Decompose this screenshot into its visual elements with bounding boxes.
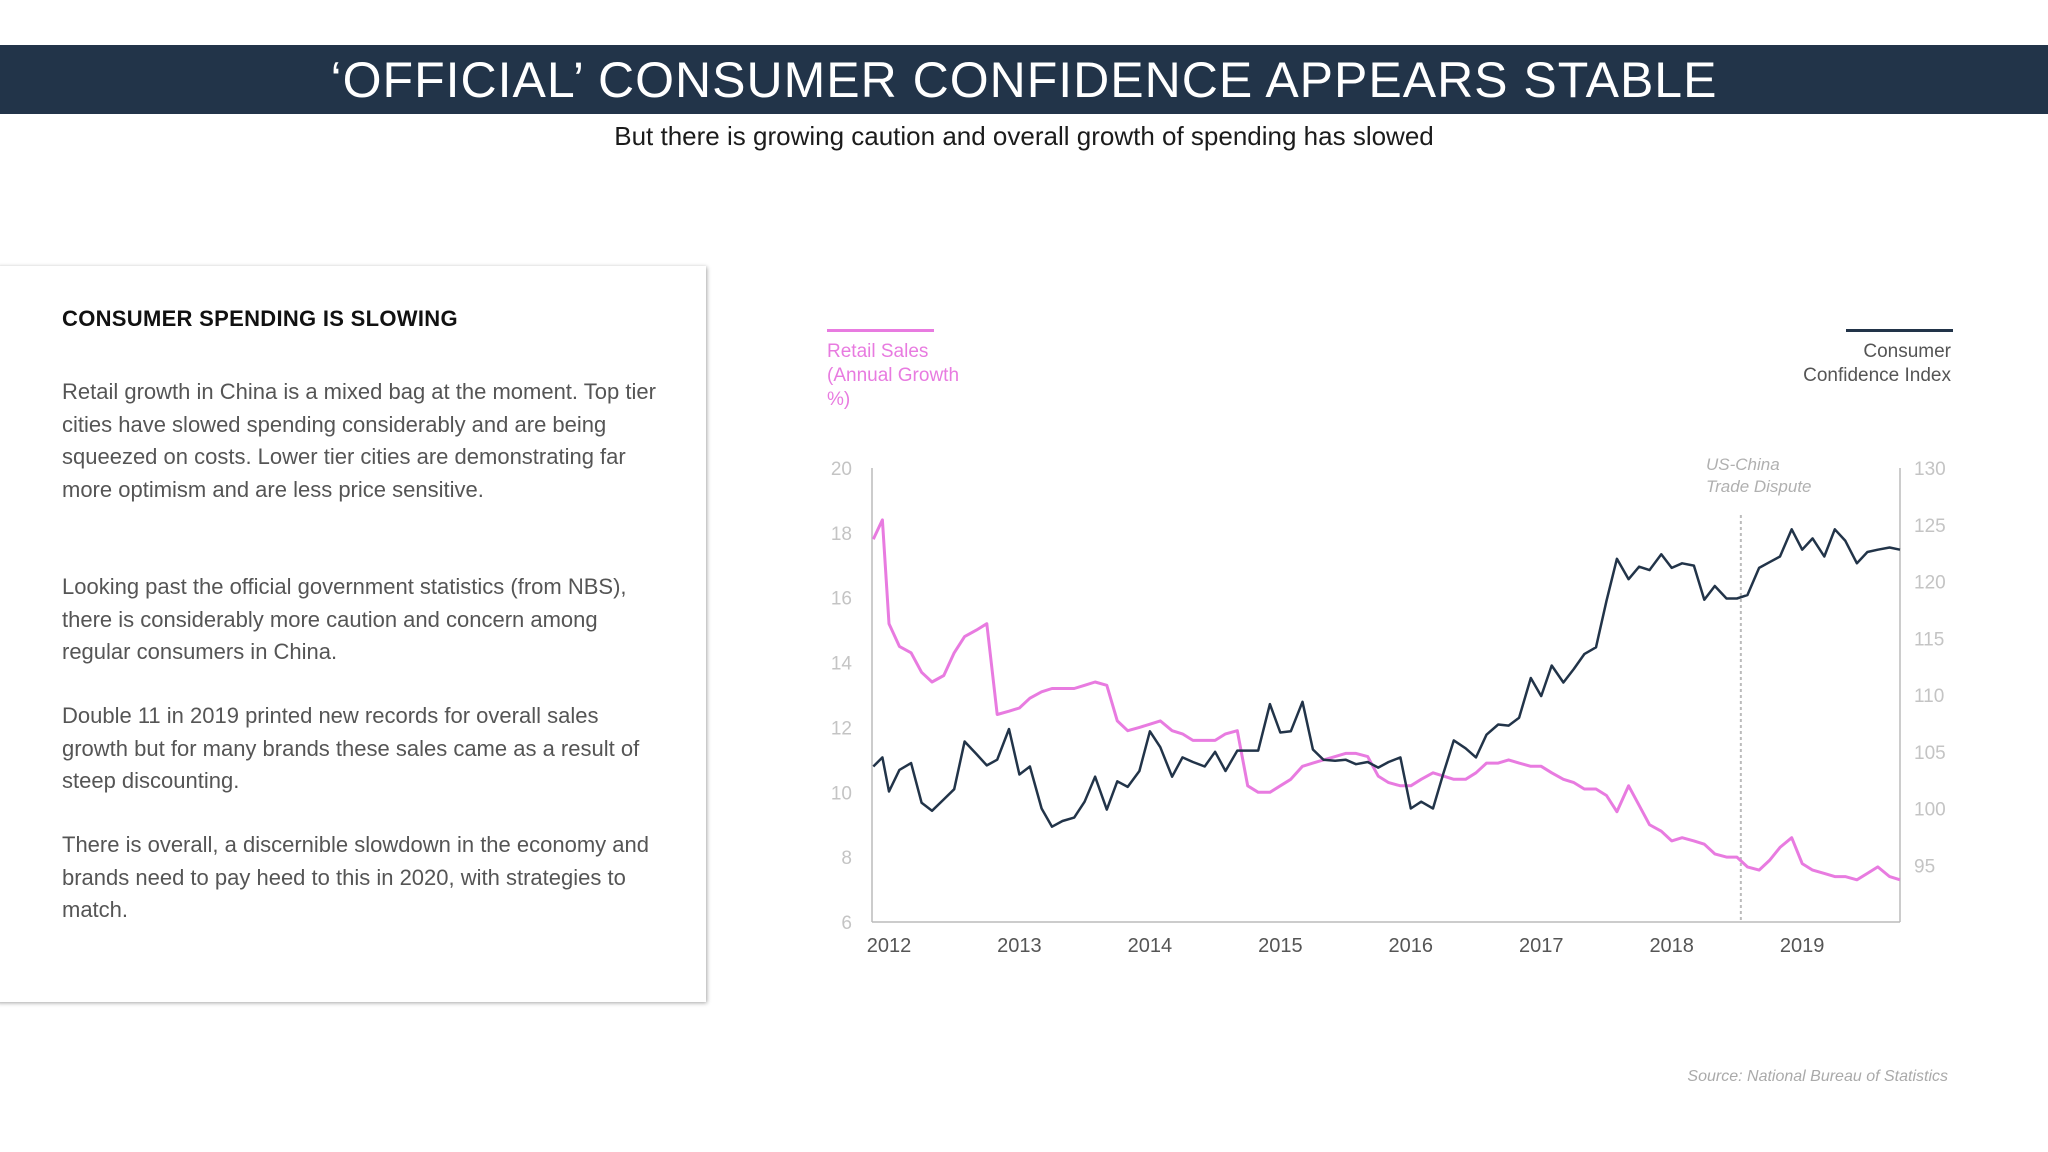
x-axis-tick-label: 2013 xyxy=(997,935,1042,957)
left-axis-tick-label: 20 xyxy=(831,459,852,480)
x-axis-tick-label: 2019 xyxy=(1780,935,1825,957)
source-note: Source: National Bureau of Statistics xyxy=(1687,1068,1948,1085)
left-axis-tick-label: 12 xyxy=(831,718,852,739)
card-paragraph: Retail growth in China is a mixed bag at… xyxy=(62,379,656,502)
card-paragraph: Double 11 in 2019 printed new records fo… xyxy=(62,703,640,793)
spending-card: CONSUMER SPENDING IS SLOWING Retail grow… xyxy=(0,266,706,1002)
left-axis-tick-label: 16 xyxy=(831,589,852,610)
page-title: ‘OFFICIAL’ CONSUMER CONFIDENCE APPEARS S… xyxy=(330,51,1718,108)
x-axis-tick-label: 2012 xyxy=(867,935,912,957)
left-axis-tick-label: 10 xyxy=(831,783,852,804)
right-axis-tick-label: 95 xyxy=(1914,856,1935,877)
left-axis-tick-label: 14 xyxy=(831,654,853,675)
page-subtitle: But there is growing caution and overall… xyxy=(614,121,1434,151)
left-axis-tick-label: 18 xyxy=(831,524,852,545)
title-bar: ‘OFFICIAL’ CONSUMER CONFIDENCE APPEARS S… xyxy=(0,45,2048,114)
trade-dispute-annotation: US-China xyxy=(1706,455,1780,474)
card-heading: CONSUMER SPENDING IS SLOWING xyxy=(62,306,458,331)
x-axis-tick-label: 2014 xyxy=(1128,935,1173,957)
right-axis-tick-label: 120 xyxy=(1914,573,1946,594)
retail-sales-series-line xyxy=(871,518,1901,882)
left-axis-tick-label: 8 xyxy=(841,848,852,869)
right-axis-tick-label: 100 xyxy=(1914,800,1946,821)
legend-retail-swatch xyxy=(827,329,934,332)
legend-confidence-swatch xyxy=(1846,329,1953,332)
consumer-confidence-series-line xyxy=(872,528,1901,828)
trade-dispute-annotation: Trade Dispute xyxy=(1706,477,1812,496)
right-axis-tick-label: 110 xyxy=(1914,686,1944,707)
x-axis-tick-label: 2018 xyxy=(1649,935,1694,957)
card-paragraph: Looking past the official government sta… xyxy=(62,574,627,664)
right-axis-tick-label: 115 xyxy=(1914,629,1944,650)
right-axis-tick-label: 105 xyxy=(1914,743,1946,764)
x-axis-tick-label: 2016 xyxy=(1389,935,1434,957)
legend-retail-label: Retail Sales (Annual Growth %) xyxy=(827,341,960,410)
right-axis-tick-label: 125 xyxy=(1914,516,1946,537)
legend-confidence-label: Consumer Confidence Index xyxy=(1803,341,1951,386)
right-axis-tick-label: 130 xyxy=(1914,459,1946,480)
x-axis-tick-label: 2017 xyxy=(1519,935,1564,957)
x-axis-tick-label: 2015 xyxy=(1258,935,1303,957)
left-axis-tick-label: 6 xyxy=(841,913,852,934)
card-paragraph: There is overall, a discernible slowdown… xyxy=(62,832,649,922)
